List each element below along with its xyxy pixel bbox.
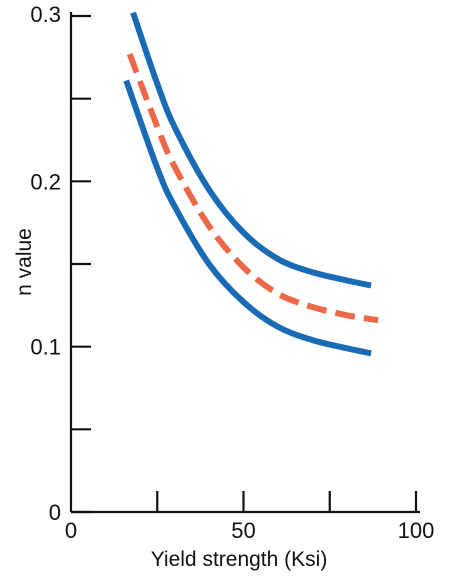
- y-tick-label: 0.2: [30, 169, 61, 194]
- y-tick-label: 0.3: [30, 2, 61, 27]
- y-tick-label: 0: [49, 500, 61, 525]
- axes-layer: [69, 12, 420, 514]
- ticks-layer: 0 0.1 0.2 0.3 0 50 100: [30, 2, 434, 543]
- series-layer: [123, 11, 379, 357]
- series-line-2: [126, 52, 379, 324]
- series-line-3: [123, 79, 372, 357]
- x-axis-title: Yield strength (Ksi): [151, 548, 328, 571]
- x-tick-label: 100: [398, 518, 435, 543]
- y-axis-title: n value: [13, 228, 36, 296]
- series-line-1: [130, 11, 372, 289]
- x-tick-label: 50: [231, 518, 255, 543]
- y-tick-label: 0.1: [30, 335, 61, 360]
- x-tick-label: 0: [65, 518, 77, 543]
